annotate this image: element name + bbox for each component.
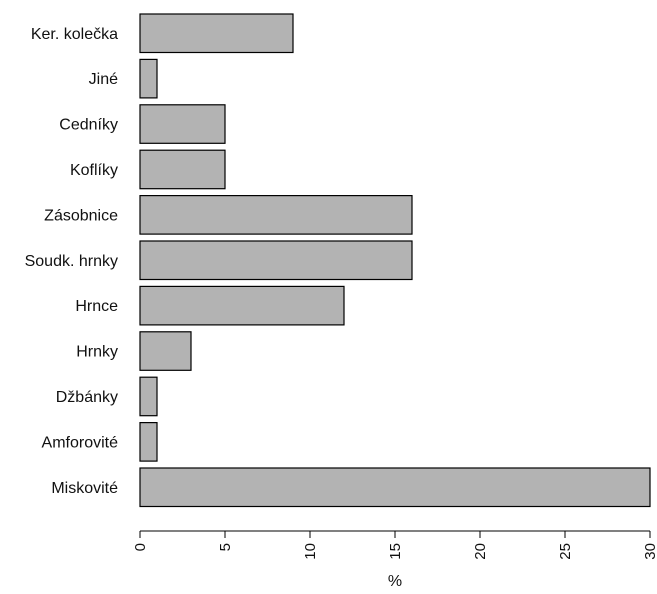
x-tick-label: 0 (132, 543, 149, 551)
bar (139, 240, 413, 281)
category-label: Hrnky (76, 344, 118, 361)
bar (139, 376, 158, 417)
bar (139, 104, 226, 144)
category-label: Amforovité (42, 434, 119, 451)
x-axis-label: % (388, 573, 402, 589)
x-tick-label: 5 (217, 543, 234, 551)
bar (139, 285, 345, 326)
category-label: Džbánky (56, 389, 118, 406)
bar (139, 13, 294, 54)
bar (139, 331, 192, 371)
category-labels-group: Ker. kolečka Jiné Cedníky Koflíky Zásobnice S… (25, 26, 118, 497)
bars-group (139, 13, 651, 508)
bar (139, 58, 158, 99)
bar (139, 195, 413, 235)
bar (139, 149, 226, 190)
x-tick-label: 15 (387, 543, 404, 560)
x-tick-label: 10 (302, 543, 319, 560)
bar (139, 422, 158, 462)
category-label: Hrnce (75, 298, 118, 315)
x-axis: 0 5 10 15 20 25 30 (132, 530, 657, 560)
category-label: Ker. kolečka (31, 26, 118, 43)
x-tick-label: 20 (472, 543, 489, 560)
x-tick-label: 25 (557, 543, 574, 560)
x-tick-label: 30 (642, 543, 657, 560)
category-label: Jiné (89, 71, 118, 88)
category-label: Zásobnice (44, 207, 118, 224)
category-label: Miskovité (51, 480, 118, 497)
category-label: Cedníky (59, 117, 118, 134)
bar (139, 467, 651, 508)
category-label: Koflíky (70, 162, 118, 179)
category-label: Soudk. hrnky (25, 253, 118, 270)
